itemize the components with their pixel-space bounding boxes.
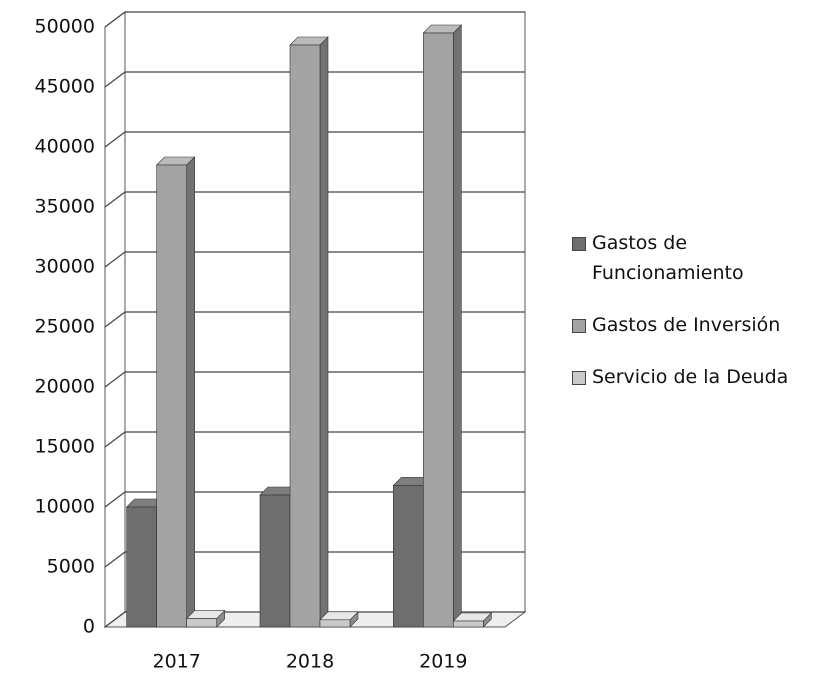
y-tick-label: 10000 [35, 496, 95, 518]
grid-line-side [104, 431, 126, 448]
bar [453, 620, 484, 628]
legend-item: Gastos de Inversión [572, 310, 802, 340]
bar [186, 618, 217, 628]
grid-line-side [104, 191, 126, 208]
bar [259, 494, 291, 628]
bar-side [186, 156, 195, 628]
bar [319, 619, 351, 628]
bar-side [319, 36, 329, 628]
y-tick-label: 25000 [35, 316, 95, 338]
grid-line-side [104, 11, 126, 28]
legend-label: Gastos de Funcionamiento [592, 232, 744, 284]
bar [126, 506, 157, 628]
y-tick-label: 35000 [35, 196, 95, 218]
grid-line-side [104, 371, 126, 388]
y-tick-label: 30000 [35, 256, 95, 278]
grid-line-side [104, 611, 126, 628]
grid-line-side [104, 311, 126, 328]
y-tick-label: 15000 [35, 436, 95, 458]
x-tick-label: 2017 [152, 651, 200, 673]
y-tick-label: 5000 [47, 556, 95, 578]
legend-label: Servicio de la Deuda [592, 366, 789, 388]
y-tick-label: 40000 [35, 136, 95, 158]
bar [393, 485, 424, 628]
bar [289, 44, 321, 628]
legend-swatch [572, 237, 586, 251]
grid-line-side [104, 251, 126, 268]
grid-line-side [104, 491, 126, 508]
legend: Gastos de Funcionamiento Gastos de Invers… [572, 228, 802, 414]
legend-item: Gastos de Funcionamiento [572, 228, 802, 288]
y-tick-label: 20000 [35, 376, 95, 398]
legend-swatch [572, 319, 586, 333]
y-tick-label: 0 [83, 616, 95, 638]
bar [423, 32, 454, 628]
bar [156, 164, 187, 628]
grid-line-side [104, 551, 126, 568]
x-tick-label: 2019 [419, 651, 467, 673]
legend-item: Servicio de la Deuda [572, 362, 802, 392]
legend-label: Gastos de Inversión [592, 314, 781, 336]
grid-line-side [104, 71, 126, 88]
y-tick-label: 50000 [35, 16, 95, 38]
bar-side [453, 24, 462, 628]
grid-line-side [104, 131, 126, 148]
y-tick-label: 45000 [35, 76, 95, 98]
legend-swatch [572, 371, 586, 385]
x-tick-label: 2018 [286, 651, 334, 673]
